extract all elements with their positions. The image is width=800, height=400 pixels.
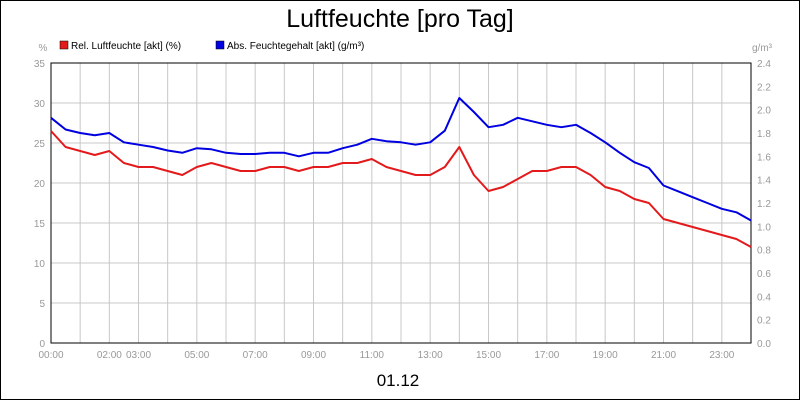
legend-label-absolute-humidity: Abs. Feuchtegehalt [akt] (g/m³) — [227, 41, 364, 52]
legend: Rel. Luftfeuchte [akt] (%) Abs. Feuchteg… — [59, 40, 364, 52]
x-axis-tick-label: 21:00 — [651, 350, 676, 361]
right-axis-tick-label: 1.6 — [757, 152, 771, 163]
right-axis-tick-label: 0.4 — [757, 292, 771, 303]
left-axis-tick-label: 20 — [34, 179, 46, 190]
right-axis-tick-label: 0.2 — [757, 316, 771, 327]
right-axis-ticks: 0.0 0.2 0.4 0.6 0.8 1.0 1.2 1.4 1.6 1.8 2.0 2.2 2.4 — [757, 59, 771, 350]
right-axis-tick-label: 0.6 — [757, 269, 771, 280]
series-line-relative-humidity — [50, 130, 752, 248]
chart-title: Luftfeuchte [pro Tag] — [286, 5, 513, 33]
left-axis-tick-label: 25 — [34, 139, 46, 150]
x-axis-tick-label: 02:00 — [97, 350, 122, 361]
left-axis-tick-label: 35 — [34, 59, 46, 70]
x-axis-tick-label: 00:00 — [38, 350, 63, 361]
x-axis-tick-label: 11:00 — [360, 350, 385, 361]
date-label: 01.12 — [377, 371, 420, 390]
x-axis-tick-label: 17:00 — [534, 350, 559, 361]
right-axis-tick-label: 0.8 — [757, 246, 771, 257]
right-axis-tick-label: 2.2 — [757, 82, 771, 93]
x-axis-tick-label: 05:00 — [184, 350, 209, 361]
right-axis-tick-label: 2.0 — [757, 106, 771, 117]
left-axis-tick-label: 5 — [39, 299, 45, 310]
x-axis-tick-label: 07:00 — [243, 350, 268, 361]
series-layer — [50, 97, 752, 248]
x-axis-tick-label: 15:00 — [476, 350, 501, 361]
x-axis-tick-label: 23:00 — [709, 350, 734, 361]
right-axis-tick-label: 0.0 — [757, 339, 771, 350]
right-axis-tick-label: 2.4 — [757, 59, 771, 70]
left-axis-unit: % — [39, 43, 48, 54]
legend-swatch-absolute-humidity — [215, 40, 225, 50]
legend-label-relative-humidity: Rel. Luftfeuchte [akt] (%) — [71, 41, 181, 52]
left-axis-tick-label: 30 — [34, 99, 46, 110]
series-line-absolute-humidity — [50, 97, 752, 222]
x-axis-tick-label: 03:00 — [126, 350, 151, 361]
left-axis-tick-label: 0 — [39, 339, 45, 350]
plot-area-border — [50, 62, 752, 344]
x-axis-tick-label: 19:00 — [593, 350, 618, 361]
legend-swatch-relative-humidity — [59, 40, 69, 50]
right-axis-tick-label: 1.4 — [757, 176, 771, 187]
x-axis-tick-label: 09:00 — [301, 350, 326, 361]
right-axis-tick-label: 1.0 — [757, 222, 771, 233]
right-axis-tick-label: 1.2 — [757, 199, 771, 210]
x-axis-ticks: 00:00 02:00 03:00 05:00 07:00 09:00 11:00 13:00… — [38, 350, 734, 361]
right-axis-unit: g/m³ — [752, 43, 773, 54]
right-axis-tick-label: 1.8 — [757, 129, 771, 140]
left-axis-tick-label: 15 — [34, 219, 46, 230]
left-axis-tick-label: 10 — [34, 259, 46, 270]
left-axis-ticks: 0 5 10 15 20 25 30 35 — [34, 59, 46, 350]
x-axis-tick-label: 13:00 — [418, 350, 443, 361]
